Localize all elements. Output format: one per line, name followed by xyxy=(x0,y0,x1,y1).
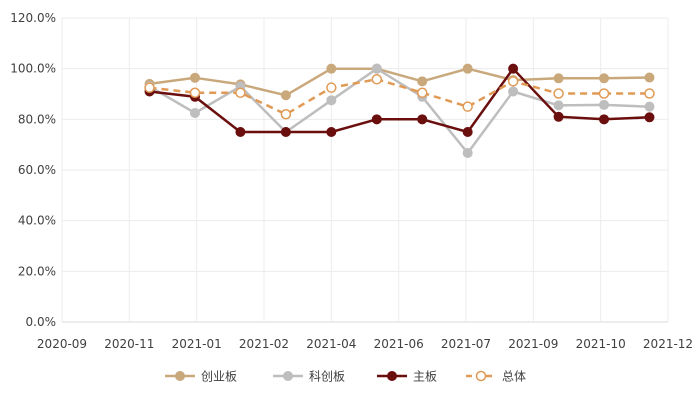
series-line xyxy=(148,67,650,155)
series-科创板 xyxy=(144,63,655,159)
data-point xyxy=(553,88,564,99)
legend-label: 主板 xyxy=(413,370,437,384)
x-tick-label: 2021-09 xyxy=(508,337,558,351)
data-point xyxy=(280,90,291,101)
y-tick-label: 0.0% xyxy=(26,315,57,329)
series-主板 xyxy=(144,63,655,137)
data-point xyxy=(553,111,564,122)
y-tick-label: 120.0% xyxy=(10,11,56,25)
data-point xyxy=(417,114,428,125)
legend-label: 创业板 xyxy=(201,370,237,384)
series-总体 xyxy=(144,74,655,120)
data-point xyxy=(189,87,201,98)
data-point xyxy=(644,72,655,83)
data-point xyxy=(235,127,246,137)
data-point xyxy=(599,99,610,110)
data-point xyxy=(599,73,610,84)
data-point xyxy=(507,76,519,87)
series-line xyxy=(149,67,650,134)
data-point xyxy=(508,63,519,74)
data-point xyxy=(599,114,610,125)
x-tick-label: 2020-09 xyxy=(37,337,87,351)
y-tick-label: 60.0% xyxy=(18,163,56,177)
gridlines xyxy=(61,17,669,323)
legend-label: 总体 xyxy=(502,370,526,384)
axes: 0.0% 20.0% 40.0% 60.0% 80.0% 100.0% 120.0% 2020… xyxy=(10,11,693,351)
data-point xyxy=(462,127,473,137)
series-line xyxy=(149,67,650,97)
data-point xyxy=(144,82,155,93)
data-point xyxy=(326,95,337,106)
y-tick-label: 40.0% xyxy=(18,214,56,228)
data-point xyxy=(508,86,519,97)
data-point xyxy=(371,74,383,85)
data-point xyxy=(371,63,382,74)
data-point xyxy=(189,72,200,83)
data-point xyxy=(553,73,564,84)
x-tick-label: 2021-06 xyxy=(374,337,424,351)
y-tick-label: 80.0% xyxy=(18,112,56,126)
x-tick-label: 2021-02 xyxy=(239,337,289,351)
legend-label: 科创板 xyxy=(309,370,345,384)
x-tick-label: 2021-01 xyxy=(172,337,222,351)
x-tick-label: 2020-11 xyxy=(104,337,154,351)
data-point xyxy=(462,148,473,159)
data-point xyxy=(371,114,382,125)
data-point xyxy=(326,127,337,137)
legend: 创业板 科创板 主板 总体 xyxy=(165,370,526,384)
y-tick-label: 100.0% xyxy=(10,62,56,76)
data-point xyxy=(235,87,246,98)
series-lines xyxy=(144,63,655,159)
legend-swatch-marker xyxy=(387,371,397,381)
data-point xyxy=(462,101,473,112)
data-point xyxy=(644,112,655,123)
data-point xyxy=(416,87,428,98)
data-point xyxy=(598,88,610,99)
x-tick-label: 2021-04 xyxy=(306,337,356,351)
legend-item: 总体 xyxy=(466,370,526,384)
y-tick-label: 20.0% xyxy=(18,264,56,278)
data-point xyxy=(553,100,564,111)
legend-item: 科创板 xyxy=(273,370,345,384)
data-point xyxy=(280,127,291,137)
x-tick-label: 2021-10 xyxy=(576,337,626,351)
data-point xyxy=(462,63,473,74)
data-point xyxy=(644,101,655,112)
data-point xyxy=(326,82,337,93)
series-line xyxy=(149,78,650,116)
x-tick-label: 2021-07 xyxy=(441,337,491,351)
data-point xyxy=(417,76,428,87)
data-point xyxy=(189,108,200,118)
data-point xyxy=(326,63,337,74)
legend-item: 主板 xyxy=(377,370,437,384)
legend-swatch-marker xyxy=(283,371,293,381)
data-point xyxy=(644,88,655,99)
legend-item: 创业板 xyxy=(165,370,237,384)
data-point xyxy=(280,109,292,120)
x-tick-label: 2021-12 xyxy=(643,337,693,351)
legend-swatch-marker xyxy=(475,370,487,382)
legend-swatch-marker xyxy=(175,371,185,381)
